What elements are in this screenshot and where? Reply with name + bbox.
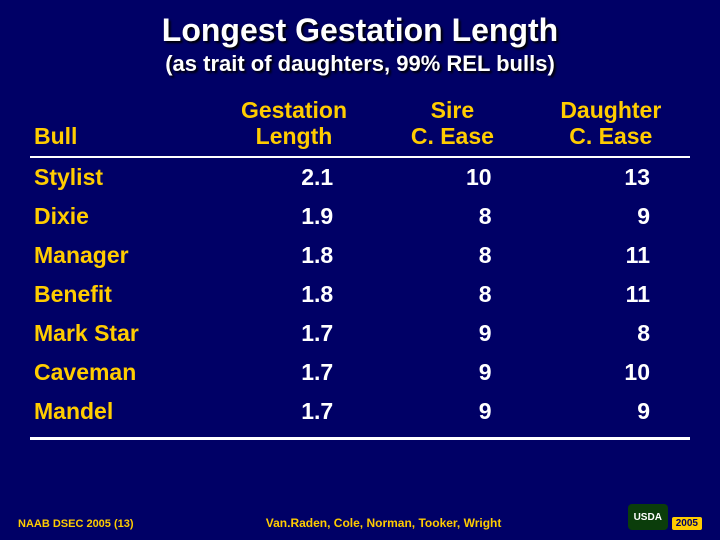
cell-bull: Stylist (30, 157, 215, 197)
footer-authors: Van.Raden, Cole, Norman, Tooker, Wright (266, 516, 502, 530)
cell-gest: 1.8 (215, 236, 373, 275)
data-table-container: Bull Gestation Length Sire C. Ease Daugh… (30, 91, 690, 440)
cell-bull: Benefit (30, 275, 215, 314)
table-row: Manager 1.8 8 11 (30, 236, 690, 275)
cell-bull: Dixie (30, 197, 215, 236)
cell-sire: 10 (373, 157, 531, 197)
cell-dght: 11 (532, 275, 690, 314)
cell-gest: 1.7 (215, 353, 373, 392)
cell-bull: Manager (30, 236, 215, 275)
table-body: Stylist 2.1 10 13 Dixie 1.9 8 9 Manager … (30, 157, 690, 431)
page-title: Longest Gestation Length (0, 12, 720, 49)
col-header-daughter: Daughter C. Ease (532, 91, 690, 157)
col-header-gest-line1: Gestation (241, 97, 347, 123)
cell-bull: Caveman (30, 353, 215, 392)
cell-sire: 9 (373, 314, 531, 353)
cell-gest: 1.7 (215, 314, 373, 353)
table-bottom-rule (30, 437, 690, 440)
col-header-gest-line2: Length (256, 123, 333, 149)
cell-gest: 1.7 (215, 392, 373, 431)
cell-dght: 9 (532, 197, 690, 236)
footer-year-badge: 2005 (672, 517, 702, 530)
table-header-row: Bull Gestation Length Sire C. Ease Daugh… (30, 91, 690, 157)
slide-footer: NAAB DSEC 2005 (13) Van.Raden, Cole, Nor… (0, 504, 720, 530)
cell-sire: 8 (373, 275, 531, 314)
cell-dght: 8 (532, 314, 690, 353)
footer-left-text: NAAB DSEC 2005 (13) (18, 518, 134, 530)
table-row: Dixie 1.9 8 9 (30, 197, 690, 236)
table-row: Mandel 1.7 9 9 (30, 392, 690, 431)
col-header-bull: Bull (30, 91, 215, 157)
cell-gest: 2.1 (215, 157, 373, 197)
col-header-gestation: Gestation Length (215, 91, 373, 157)
table-row: Mark Star 1.7 9 8 (30, 314, 690, 353)
cell-gest: 1.8 (215, 275, 373, 314)
cell-bull: Mark Star (30, 314, 215, 353)
footer-right-block: USDA 2005 (628, 504, 702, 530)
table-row: Caveman 1.7 9 10 (30, 353, 690, 392)
page-subtitle: (as trait of daughters, 99% REL bulls) (0, 51, 720, 77)
cell-sire: 9 (373, 353, 531, 392)
cell-dght: 10 (532, 353, 690, 392)
cell-sire: 8 (373, 236, 531, 275)
col-header-daughter-line1: Daughter (560, 97, 661, 123)
table-row: Benefit 1.8 8 11 (30, 275, 690, 314)
col-header-bull-line2: Bull (34, 123, 77, 149)
cell-gest: 1.9 (215, 197, 373, 236)
cell-bull: Mandel (30, 392, 215, 431)
cell-sire: 9 (373, 392, 531, 431)
cell-dght: 13 (532, 157, 690, 197)
cell-sire: 8 (373, 197, 531, 236)
usda-logo-icon: USDA (628, 504, 668, 530)
col-header-daughter-line2: C. Ease (569, 123, 652, 149)
gestation-table: Bull Gestation Length Sire C. Ease Daugh… (30, 91, 690, 431)
cell-dght: 11 (532, 236, 690, 275)
col-header-sire: Sire C. Ease (373, 91, 531, 157)
table-row: Stylist 2.1 10 13 (30, 157, 690, 197)
col-header-sire-line2: C. Ease (411, 123, 494, 149)
cell-dght: 9 (532, 392, 690, 431)
col-header-sire-line1: Sire (431, 97, 474, 123)
